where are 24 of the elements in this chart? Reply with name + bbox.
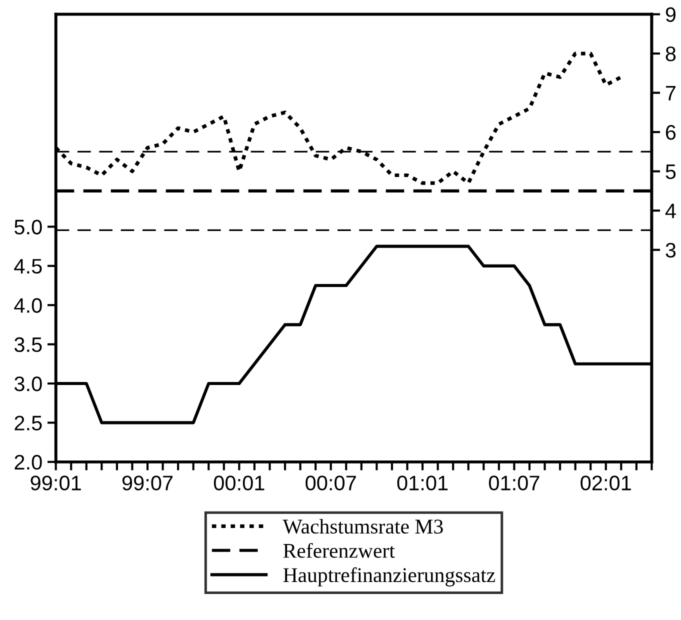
y2-tick-label: 4 (665, 204, 676, 218)
x-tick-label: 00:07 (306, 476, 356, 490)
y2-tick-label: 6 (666, 125, 676, 140)
y-tick-label: 4.0 (14, 298, 42, 313)
y2-tick-label: 7 (666, 86, 676, 100)
legend-label: Referenzwert (283, 543, 395, 558)
y2-tick-label: 8 (666, 46, 676, 62)
x-tick-label: 01:01 (397, 476, 448, 490)
x-tick-label: 01:07 (488, 476, 540, 490)
legend-label: Wachstumsrate M3 (282, 518, 443, 534)
legend-label: Hauptrefinanzierungssatz (283, 567, 496, 586)
y-tick-label: 3.5 (14, 337, 42, 352)
y2-tick-label: 9 (666, 7, 676, 22)
y-tick-label: 2.0 (14, 454, 42, 470)
y-tick-label: 2.5 (14, 416, 42, 430)
y-tick-label: 4.5 (14, 259, 42, 274)
x-tick-label: 00:01 (214, 476, 264, 490)
x-tick-label: 99:01 (30, 476, 81, 490)
y2-tick-label: 3 (666, 242, 676, 258)
x-tick-label: 02:01 (580, 476, 631, 490)
y-tick-label: 5.0 (14, 220, 42, 234)
y-tick-label: 3.0 (14, 376, 42, 392)
y2-tick-label: 5 (666, 164, 676, 180)
x-tick-label: 99:07 (122, 476, 173, 490)
